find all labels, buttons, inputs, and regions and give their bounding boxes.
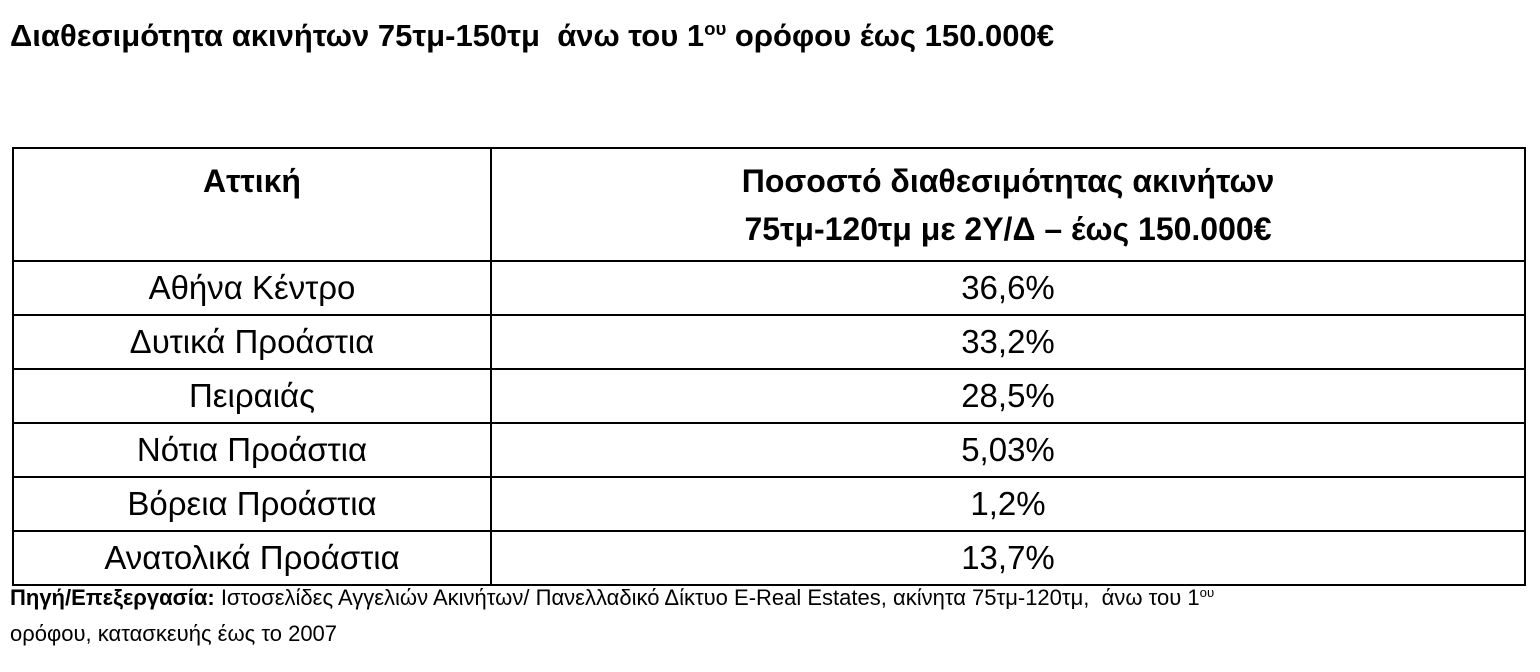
footnote-text: ορόφου, κατασκευής έως το 2007 [10, 621, 338, 646]
percent-cell: 5,03% [490, 422, 1526, 478]
footnote: Πηγή/Επεξεργασία: Ιστοσελίδες Αγγελιών Α… [10, 580, 1214, 652]
table-row: Νότια Προάστια 5,03% [12, 422, 1526, 478]
title: Διαθεσιμότητα ακινήτων 75τμ-150τμ άνω το… [10, 18, 1054, 54]
region-cell: Πειραιάς [12, 368, 492, 424]
percent-cell: 1,2% [490, 476, 1526, 532]
region-cell: Ανατολικά Προάστια [12, 530, 492, 586]
percent-cell: 33,2% [490, 314, 1526, 370]
header-line: Ποσοστό διαθεσιμότητας ακινήτων [741, 163, 1275, 199]
column-header: Αττική [12, 147, 492, 262]
percent-cell: 13,7% [490, 530, 1526, 586]
table-row: Πειραιάς 28,5% [12, 368, 1526, 424]
percent-cell: 36,6% [490, 260, 1526, 316]
footnote-label: Πηγή/Επεξεργασία: [10, 585, 215, 610]
title-text: ορόφου έως 150.000€ [726, 18, 1054, 53]
table-row: Βόρεια Προάστια 1,2% [12, 476, 1526, 532]
table-body: Αθήνα Κέντρο 36,6% Δυτικά Προάστια 33,2% Πει… [12, 260, 1526, 586]
region-cell: Νότια Προάστια [12, 422, 492, 478]
region-cell: Αθήνα Κέντρο [12, 260, 492, 316]
footnote-text: Ιστοσελίδες Αγγελιών Ακινήτων/ Πανελλαδι… [214, 585, 1200, 610]
table-row: Δυτικά Προάστια 33,2% [12, 314, 1526, 370]
header-row: Αττική Ποσοστό διαθεσιμότητας ακινήτων 75… [12, 147, 1526, 262]
table-row: Αθήνα Κέντρο 36,6% [12, 260, 1526, 316]
title-sup: ου [704, 17, 727, 39]
percent-cell: 28,5% [490, 368, 1526, 424]
table-row: Ανατολικά Προάστια 13,7% [12, 530, 1526, 586]
data-table: Αττική Ποσοστό διαθεσιμότητας ακινήτων 75… [12, 147, 1526, 586]
region-cell: Δυτικά Προάστια [12, 314, 492, 370]
title-text: Διαθεσιμότητα ακινήτων 75τμ-150τμ άνω το… [10, 18, 705, 53]
footnote-sup: ου [1199, 585, 1215, 601]
header-line: 75τμ-120τμ με 2Υ/Δ – έως 150.000€ [744, 211, 1272, 247]
region-cell: Βόρεια Προάστια [12, 476, 492, 532]
column-header: Ποσοστό διαθεσιμότητας ακινήτων 75τμ-120τ… [490, 147, 1526, 262]
